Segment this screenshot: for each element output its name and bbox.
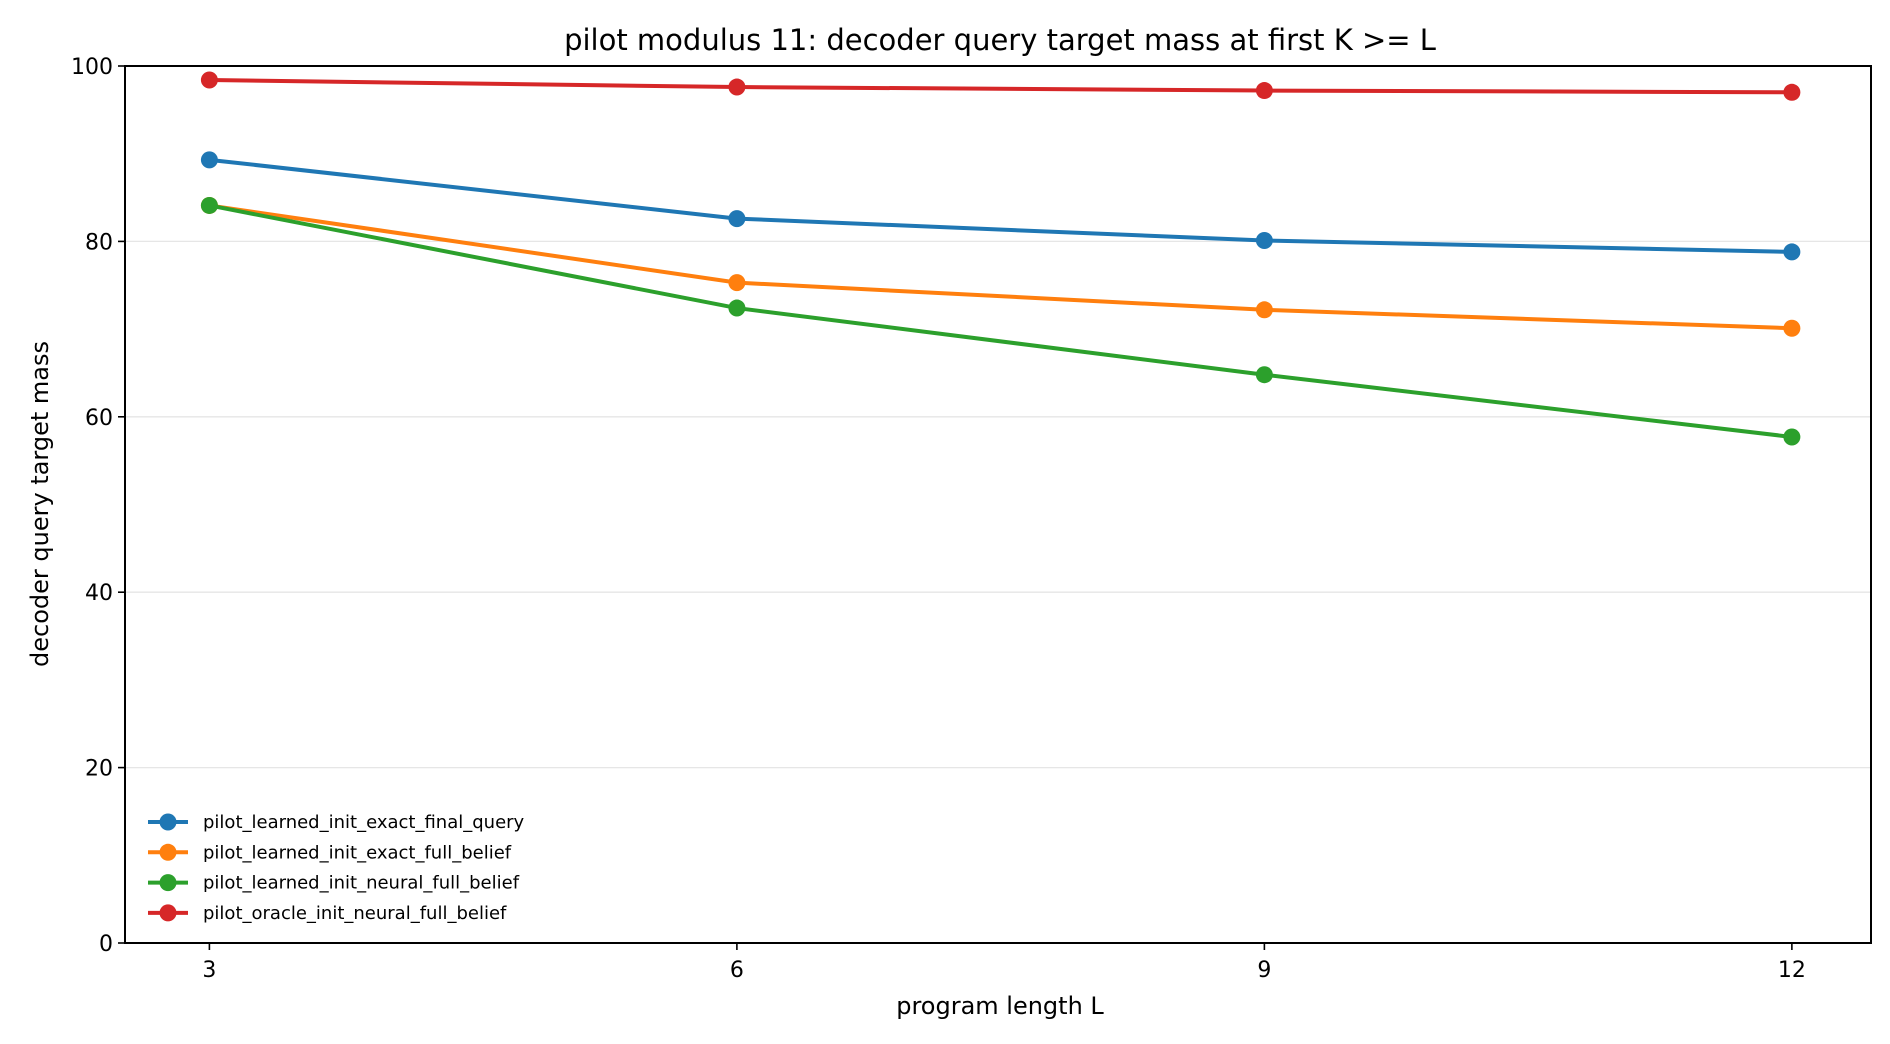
series-layer <box>200 71 1801 446</box>
legend-item: pilot_oracle_init_neural_full_belief <box>148 903 507 924</box>
data-point <box>728 299 746 317</box>
x-tick-label: 9 <box>1257 958 1271 983</box>
series-1 <box>200 151 1801 261</box>
x-tick-label: 12 <box>1778 958 1806 983</box>
series-line <box>207 157 1794 254</box>
x-tick-label: 3 <box>202 958 216 983</box>
grid-layer <box>125 240 1871 769</box>
legend-item: pilot_learned_init_exact_final_query <box>148 812 525 833</box>
y-tick-label: 20 <box>85 757 113 782</box>
y-axis-label: decoder query target mass <box>26 341 54 667</box>
data-point <box>728 78 746 96</box>
data-point <box>1255 82 1273 100</box>
legend-marker <box>159 904 177 922</box>
legend: pilot_learned_init_exact_final_querypilo… <box>148 812 525 924</box>
data-point <box>1783 319 1801 337</box>
data-point <box>200 196 218 214</box>
y-tick-label: 0 <box>99 932 113 957</box>
data-point <box>728 274 746 292</box>
data-point <box>1255 366 1273 384</box>
chart-title: pilot modulus 11: decoder query target m… <box>564 23 1436 57</box>
data-point <box>200 71 218 89</box>
y-tick-label: 40 <box>85 581 113 606</box>
series-line <box>207 203 1794 439</box>
legend-label: pilot_learned_init_exact_final_query <box>203 812 525 833</box>
legend-label: pilot_learned_init_exact_full_belief <box>203 842 512 863</box>
data-point <box>1783 83 1801 101</box>
data-point <box>1255 232 1273 250</box>
data-point <box>1783 428 1801 446</box>
series-4 <box>200 71 1801 101</box>
series-line <box>207 78 1794 95</box>
legend-item: pilot_learned_init_exact_full_belief <box>148 842 512 863</box>
series-line <box>207 203 1794 331</box>
data-point <box>1255 301 1273 319</box>
legend-item: pilot_learned_init_neural_full_belief <box>148 873 520 894</box>
legend-marker <box>159 874 177 892</box>
plot-frame <box>124 65 1872 944</box>
data-point <box>728 210 746 228</box>
x-axis-label: program length L <box>896 992 1104 1020</box>
legend-label: pilot_learned_init_neural_full_belief <box>203 873 520 894</box>
series-2 <box>200 196 1801 337</box>
legend-marker <box>159 813 177 831</box>
data-point <box>1783 243 1801 261</box>
tick-layer: 0 20 40 60 80 100 3 6 9 12 <box>71 55 1806 983</box>
y-tick-label: 80 <box>85 230 113 255</box>
x-tick-label: 6 <box>730 958 744 983</box>
series-3 <box>200 196 1801 446</box>
data-point <box>200 151 218 169</box>
legend-label: pilot_oracle_init_neural_full_belief <box>203 903 507 924</box>
y-tick-label: 100 <box>71 55 113 80</box>
y-tick-label: 60 <box>85 406 113 431</box>
legend-marker <box>159 843 177 861</box>
